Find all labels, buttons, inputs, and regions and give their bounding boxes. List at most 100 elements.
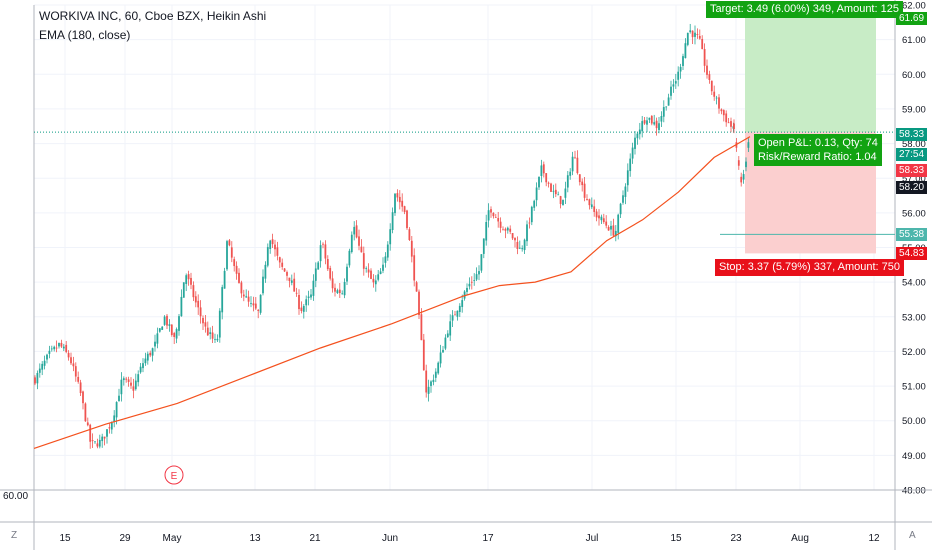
candle-body	[132, 386, 135, 391]
candle-body	[516, 241, 519, 249]
auto-scale-icon[interactable]: A	[909, 530, 916, 541]
candle-body	[257, 309, 260, 311]
candle-body	[662, 107, 665, 117]
candle-body	[334, 287, 336, 292]
candle-body	[118, 395, 120, 402]
candle-body	[434, 371, 437, 378]
indicator-label: EMA (180, close)	[39, 28, 131, 42]
candle-body	[144, 358, 147, 364]
candle-body	[655, 120, 658, 129]
open-pnl-text: Open P&L: 0.13, Qty: 74	[758, 137, 878, 149]
candle-body	[355, 225, 358, 238]
countdown-label: 27:54	[896, 148, 928, 161]
candle-body	[653, 122, 656, 125]
candle-body	[46, 354, 48, 360]
candle-body	[538, 176, 540, 188]
candle-body	[590, 204, 593, 208]
candle-body	[358, 236, 360, 246]
candle-body	[747, 142, 750, 148]
candle-body	[670, 86, 672, 96]
candle-body	[89, 424, 92, 442]
open-pnl-box[interactable]: Open P&L: 0.13, Qty: 74 Risk/Reward Rati…	[754, 134, 882, 166]
candle-body	[730, 121, 732, 127]
candle-body	[444, 337, 447, 349]
x-tick-label: Jul	[586, 533, 599, 544]
candle-body	[725, 113, 728, 123]
y-tick-label: 56.00	[902, 208, 926, 219]
candle-body	[624, 186, 627, 197]
candle-body	[629, 158, 632, 172]
candle-body	[348, 250, 351, 266]
price-58-20-label: 58.20	[896, 181, 928, 194]
candle-body	[461, 300, 464, 307]
candle-body	[154, 341, 156, 347]
candle-body	[574, 157, 576, 159]
candle-body	[158, 328, 161, 332]
candle-body	[72, 363, 75, 367]
candle-body	[302, 306, 305, 312]
candle-body	[559, 196, 562, 204]
candle-body	[511, 233, 514, 239]
candle-body	[715, 97, 718, 99]
candle-body	[466, 287, 468, 292]
candle-body	[504, 228, 507, 231]
candle-body	[137, 374, 140, 383]
chart-title: WORKIVA INC, 60, Cboe BZX, Heikin Ashi	[39, 9, 267, 23]
candle-body	[79, 382, 82, 394]
candle-body	[614, 230, 617, 237]
candle-body	[600, 216, 603, 221]
candle-body	[526, 224, 528, 242]
candle-body	[646, 120, 648, 125]
candle-body	[362, 253, 365, 269]
candle-body	[74, 366, 77, 377]
x-tick-label: 15	[670, 533, 682, 544]
target-label[interactable]: Target: 3.49 (6.00%) 349, Amount: 125	[706, 1, 903, 18]
candle-body	[151, 348, 154, 356]
y-tick-label: 61.00	[902, 35, 926, 46]
zoom-icon[interactable]: Z	[11, 530, 18, 541]
candle-body	[98, 439, 101, 447]
candle-body	[446, 333, 449, 338]
candle-body	[528, 222, 531, 224]
candle-body	[209, 332, 212, 334]
candle-body	[182, 282, 185, 298]
candle-body	[101, 436, 104, 442]
stop-price-label: 54.83	[896, 247, 928, 260]
candle-body	[312, 280, 315, 296]
candle-body	[583, 183, 586, 198]
candle-body	[485, 222, 488, 241]
candle-body	[305, 299, 308, 306]
candle-body	[293, 278, 296, 292]
candle-body	[65, 344, 68, 352]
candle-body	[386, 244, 389, 258]
stop-label[interactable]: Stop: 3.37 (5.79%) 337, Amount: 750	[715, 259, 905, 276]
target-price-label: 61.69	[896, 12, 928, 25]
candle-body	[142, 363, 144, 369]
candle-body	[554, 189, 557, 195]
candle-body	[360, 246, 363, 253]
candle-body	[454, 314, 456, 316]
candle-body	[377, 274, 380, 280]
candle-body	[269, 240, 272, 250]
candle-body	[713, 91, 716, 97]
candle-body	[612, 225, 615, 236]
y-tick-label: 52.00	[902, 347, 926, 358]
y-tick-label: 59.00	[902, 104, 926, 115]
bottom-left-value: 60.00	[3, 491, 29, 502]
candle-body	[497, 218, 500, 222]
candle-body	[194, 296, 197, 303]
candle-body	[593, 206, 596, 212]
x-tick-label: 23	[730, 533, 742, 544]
candle-body	[718, 97, 720, 109]
candle-body	[502, 229, 504, 231]
candle-body	[139, 366, 142, 373]
candle-body	[86, 422, 89, 426]
candle-body	[374, 280, 377, 285]
candle-body	[106, 429, 108, 437]
candle-body	[422, 339, 425, 371]
candle-body	[41, 363, 44, 370]
candle-body	[745, 161, 747, 168]
candle-body	[550, 183, 552, 192]
candle-body	[403, 206, 406, 212]
